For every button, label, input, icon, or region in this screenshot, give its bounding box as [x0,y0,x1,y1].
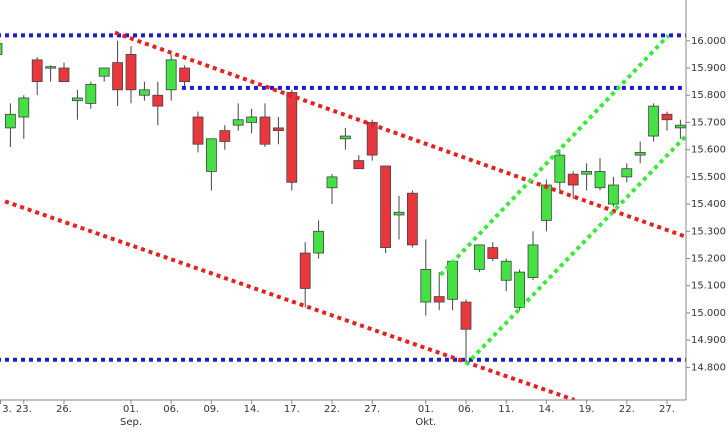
y-tick-label: 15.200 [691,254,726,265]
candle-body [675,124,686,129]
y-tick-label: 15.700 [691,117,726,128]
candle-body [85,83,97,104]
candle-body [138,89,150,96]
y-tick-label: 16.000 [691,36,726,47]
candle-body [661,113,673,121]
x-tick-label: 22. [324,404,340,415]
candle-body [5,113,16,129]
x-tick-label: 06. [458,404,474,415]
y-tick-label: 15.100 [691,281,726,292]
candle-body [31,59,43,83]
trend-line [114,30,686,239]
candle-body [192,116,204,145]
candle-body [58,67,70,83]
x-tick-label: 11. [498,404,514,415]
candle-body [366,122,378,156]
x-tick-label: 01. [123,404,139,415]
candle-body [648,105,659,137]
candle-body [420,268,432,303]
candle-body [567,173,579,186]
candle-body [98,67,110,77]
candle-body [541,184,552,221]
candle-body [460,301,472,330]
x-tick-label: 14. [538,404,554,415]
candle-body [487,247,499,259]
candle-body [554,154,566,183]
y-tick-label: 15.400 [691,199,726,210]
candle-body [286,92,298,183]
y-tick-label: 15.900 [691,63,726,74]
candle-body [18,97,30,118]
candle-body [0,43,3,55]
candle-body [152,94,164,107]
candle-body [246,116,258,123]
candle-body [179,67,191,83]
candle-body [594,171,606,189]
x-tick-label: 27. [364,404,380,415]
candle-body [272,127,284,132]
x-tick-label: 14. [244,404,260,415]
x-tick-label: 23. [16,404,32,415]
candle-body [634,151,646,156]
x-tick-label: 22. [619,404,635,415]
y-tick-label: 14.800 [691,362,726,373]
candle-body [232,119,244,126]
y-tick-label: 15.500 [691,172,726,183]
y-tick-label: 15.600 [691,145,726,156]
y-tick-label: 15.000 [691,308,726,319]
month-label: Sep. [120,417,142,428]
candle-body [433,296,445,303]
plot-area [0,30,686,400]
candle-body [326,176,338,189]
candle-body [380,165,392,249]
candle-body [72,97,83,102]
trend-line [439,33,670,277]
candle-body [339,135,351,140]
candle-body [500,260,512,281]
candle-body [205,138,217,172]
candle-body [406,192,418,246]
candle-body [608,184,619,205]
x-tick-label: 06. [163,404,179,415]
x-tick-label: 17. [284,404,300,415]
y-tick-label: 15.800 [691,90,726,101]
candle-body [527,244,539,278]
candle-body [45,66,56,69]
x-tick-label: 19. [579,404,595,415]
candle-body [259,116,271,145]
candle-body [219,130,231,142]
x-tick-label: 3. [2,404,12,415]
candle-body [581,171,592,175]
x-tick-label: 26. [56,404,72,415]
candle-body [299,252,311,289]
candle-body [621,168,633,178]
x-tick-label: 09. [203,404,219,415]
trend-line [4,199,576,400]
candle-body [165,59,177,91]
candle-body [514,271,525,308]
month-label: Okt. [415,417,436,428]
candle-body [125,54,137,91]
y-tick-label: 15.300 [691,226,726,237]
candle-body [473,244,485,270]
trend-line [464,134,686,367]
candle-body [393,211,405,216]
x-tick-label: 27. [659,404,675,415]
x-tick-label: 01. [418,404,434,415]
candle-body [313,230,325,254]
candle-body [112,62,123,91]
candle-body [353,160,365,170]
y-tick-label: 14.900 [691,335,726,346]
